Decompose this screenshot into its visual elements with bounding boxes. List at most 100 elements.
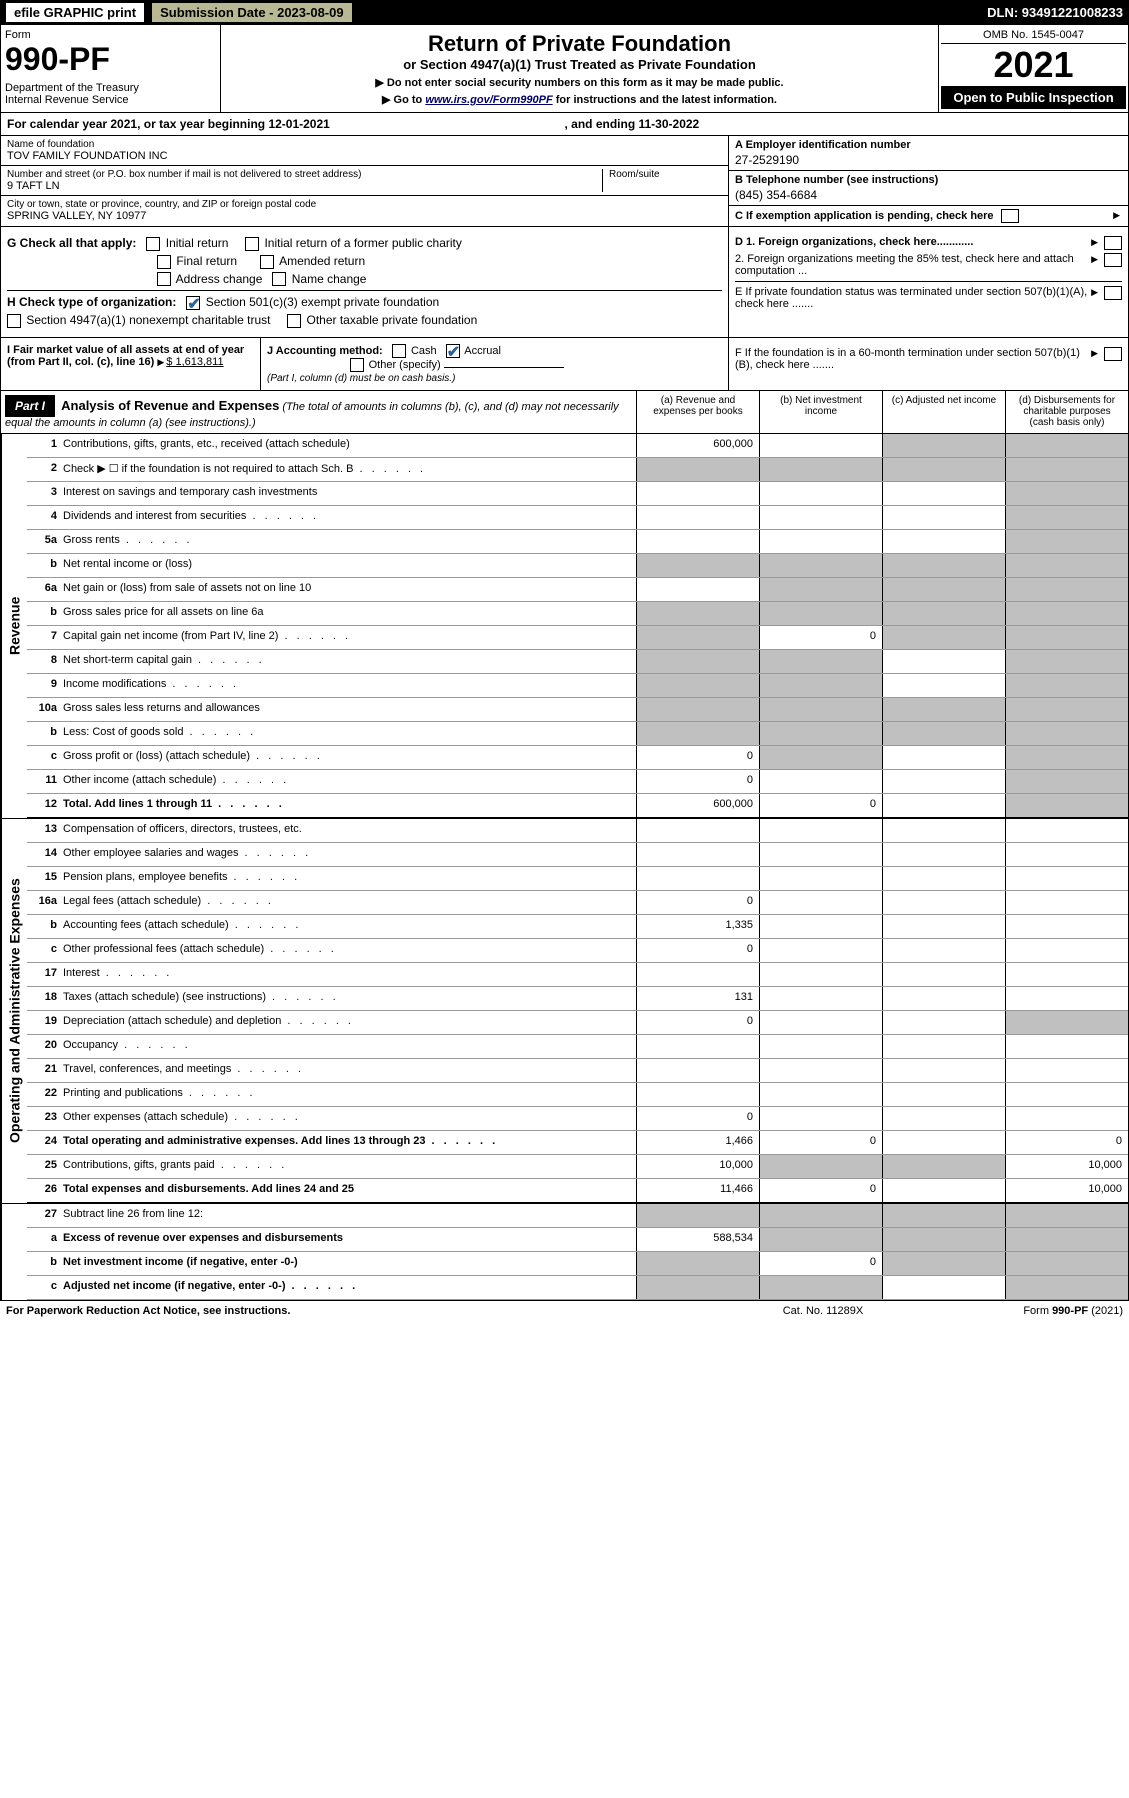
header-left: Form 990-PF Department of the Treasury I… bbox=[1, 25, 221, 112]
form-title: Return of Private Foundation bbox=[227, 31, 932, 57]
line-14: 14Other employee salaries and wages bbox=[27, 843, 1128, 867]
line-16a: 16aLegal fees (attach schedule)0 bbox=[27, 891, 1128, 915]
line-9: 9Income modifications bbox=[27, 674, 1128, 698]
section-j: J Accounting method: Cash Accrual Other … bbox=[261, 338, 728, 390]
c-checkbox[interactable] bbox=[1001, 209, 1019, 223]
line-27: 27Subtract line 26 from line 12: bbox=[27, 1204, 1128, 1228]
line-7: 7Capital gain net income (from Part IV, … bbox=[27, 626, 1128, 650]
g-name[interactable] bbox=[272, 272, 286, 286]
h-4947[interactable] bbox=[7, 314, 21, 328]
line-3: 3Interest on savings and temporary cash … bbox=[27, 482, 1128, 506]
city-row: City or town, state or province, country… bbox=[1, 196, 728, 225]
footer-mid: Cat. No. 11289X bbox=[723, 1305, 923, 1317]
g-row: G Check all that apply: Initial return I… bbox=[7, 236, 722, 251]
line-a: aExcess of revenue over expenses and dis… bbox=[27, 1228, 1128, 1252]
part-1: Part I Analysis of Revenue and Expenses … bbox=[0, 391, 1129, 1301]
revenue-label: Revenue bbox=[1, 434, 27, 818]
entity-left: Name of foundation TOV FAMILY FOUNDATION… bbox=[1, 136, 728, 226]
ein-row: A Employer identification number 27-2529… bbox=[729, 136, 1128, 171]
line-10a: 10aGross sales less returns and allowanc… bbox=[27, 698, 1128, 722]
note-1: ▶ Do not enter social security numbers o… bbox=[227, 76, 932, 89]
line-2: 2Check ▶ ☐ if the foundation is not requ… bbox=[27, 458, 1128, 482]
revenue-table: Revenue 1Contributions, gifts, grants, e… bbox=[1, 434, 1128, 818]
phone-row: B Telephone number (see instructions) (8… bbox=[729, 171, 1128, 206]
line-25: 25Contributions, gifts, grants paid10,00… bbox=[27, 1155, 1128, 1179]
year-begin: For calendar year 2021, or tax year begi… bbox=[7, 117, 565, 131]
g-address[interactable] bbox=[157, 272, 171, 286]
line-23: 23Other expenses (attach schedule)0 bbox=[27, 1107, 1128, 1131]
efile-label: efile GRAPHIC print bbox=[6, 3, 144, 22]
entity-right: A Employer identification number 27-2529… bbox=[728, 136, 1128, 226]
f-checkbox[interactable] bbox=[1104, 347, 1122, 361]
line-b: bLess: Cost of goods sold bbox=[27, 722, 1128, 746]
line-8: 8Net short-term capital gain bbox=[27, 650, 1128, 674]
d-e-section: D 1. Foreign organizations, check here..… bbox=[728, 227, 1128, 337]
year-end: , and ending 11-30-2022 bbox=[565, 117, 1123, 131]
tax-year: 2021 bbox=[941, 44, 1126, 86]
part1-tag: Part I bbox=[5, 395, 55, 417]
open-inspection: Open to Public Inspection bbox=[941, 86, 1126, 109]
g-final[interactable] bbox=[157, 255, 171, 269]
header-right: OMB No. 1545-0047 2021 Open to Public In… bbox=[938, 25, 1128, 112]
h-501c3[interactable] bbox=[186, 296, 200, 310]
line-b: bNet investment income (if negative, ent… bbox=[27, 1252, 1128, 1276]
footer-right: Form 990-PF (2021) bbox=[923, 1305, 1123, 1317]
submission-date: Submission Date - 2023-08-09 bbox=[152, 3, 352, 22]
j-other[interactable] bbox=[350, 358, 364, 372]
g-amended[interactable] bbox=[260, 255, 274, 269]
line-6a: 6aNet gain or (loss) from sale of assets… bbox=[27, 578, 1128, 602]
entity-block: Name of foundation TOV FAMILY FOUNDATION… bbox=[0, 136, 1129, 227]
line-4: 4Dividends and interest from securities bbox=[27, 506, 1128, 530]
header-mid: Return of Private Foundation or Section … bbox=[221, 25, 938, 112]
part1-header: Part I Analysis of Revenue and Expenses … bbox=[1, 391, 1128, 434]
footer-left: For Paperwork Reduction Act Notice, see … bbox=[6, 1305, 723, 1317]
h-other[interactable] bbox=[287, 314, 301, 328]
summary-table: 27Subtract line 26 from line 12:aExcess … bbox=[1, 1203, 1128, 1300]
j-accrual[interactable] bbox=[446, 344, 460, 358]
g-section: G Check all that apply: Initial return I… bbox=[1, 227, 728, 337]
line-18: 18Taxes (attach schedule) (see instructi… bbox=[27, 987, 1128, 1011]
line-b: bAccounting fees (attach schedule)1,335 bbox=[27, 915, 1128, 939]
i-j-f-section: I Fair market value of all assets at end… bbox=[0, 338, 1129, 391]
col-d-hdr: (d) Disbursements for charitable purpose… bbox=[1005, 391, 1128, 433]
line-12: 12Total. Add lines 1 through 11600,0000 bbox=[27, 794, 1128, 818]
expenses-label: Operating and Administrative Expenses bbox=[1, 819, 27, 1203]
line-b: bNet rental income or (loss) bbox=[27, 554, 1128, 578]
check-area: G Check all that apply: Initial return I… bbox=[0, 227, 1129, 338]
form-subtitle: or Section 4947(a)(1) Trust Treated as P… bbox=[227, 57, 932, 72]
page-footer: For Paperwork Reduction Act Notice, see … bbox=[0, 1301, 1129, 1321]
line-1: 1Contributions, gifts, grants, etc., rec… bbox=[27, 434, 1128, 458]
line-19: 19Depreciation (attach schedule) and dep… bbox=[27, 1011, 1128, 1035]
col-c-hdr: (c) Adjusted net income bbox=[882, 391, 1005, 433]
d1-checkbox[interactable] bbox=[1104, 236, 1122, 250]
line-13: 13Compensation of officers, directors, t… bbox=[27, 819, 1128, 843]
fmv-value: $ 1,613,811 bbox=[166, 356, 223, 368]
line-24: 24Total operating and administrative exp… bbox=[27, 1131, 1128, 1155]
g-initial-former[interactable] bbox=[245, 237, 259, 251]
dln: DLN: 93491221008233 bbox=[987, 5, 1123, 20]
line-5a: 5aGross rents bbox=[27, 530, 1128, 554]
g-initial[interactable] bbox=[146, 237, 160, 251]
section-i: I Fair market value of all assets at end… bbox=[1, 338, 261, 390]
e-checkbox[interactable] bbox=[1104, 286, 1122, 300]
form-number: 990-PF bbox=[5, 41, 216, 78]
top-bar: efile GRAPHIC print Submission Date - 20… bbox=[0, 0, 1129, 25]
expenses-table: Operating and Administrative Expenses 13… bbox=[1, 818, 1128, 1203]
irs-link[interactable]: www.irs.gov/Form990PF bbox=[425, 94, 552, 106]
d2-checkbox[interactable] bbox=[1104, 253, 1122, 267]
line-21: 21Travel, conferences, and meetings bbox=[27, 1059, 1128, 1083]
line-c: cAdjusted net income (if negative, enter… bbox=[27, 1276, 1128, 1300]
line-c: cOther professional fees (attach schedul… bbox=[27, 939, 1128, 963]
addr-row: Number and street (or P.O. box number if… bbox=[1, 166, 728, 196]
j-cash[interactable] bbox=[392, 344, 406, 358]
line-b: bGross sales price for all assets on lin… bbox=[27, 602, 1128, 626]
line-15: 15Pension plans, employee benefits bbox=[27, 867, 1128, 891]
name-row: Name of foundation TOV FAMILY FOUNDATION… bbox=[1, 136, 728, 166]
line-17: 17Interest bbox=[27, 963, 1128, 987]
col-a-hdr: (a) Revenue and expenses per books bbox=[636, 391, 759, 433]
line-26: 26Total expenses and disbursements. Add … bbox=[27, 1179, 1128, 1203]
dept-label: Department of the Treasury Internal Reve… bbox=[5, 82, 216, 106]
line-20: 20Occupancy bbox=[27, 1035, 1128, 1059]
c-row: C If exemption application is pending, c… bbox=[729, 206, 1128, 226]
h-row: H Check type of organization: Section 50… bbox=[7, 290, 722, 310]
